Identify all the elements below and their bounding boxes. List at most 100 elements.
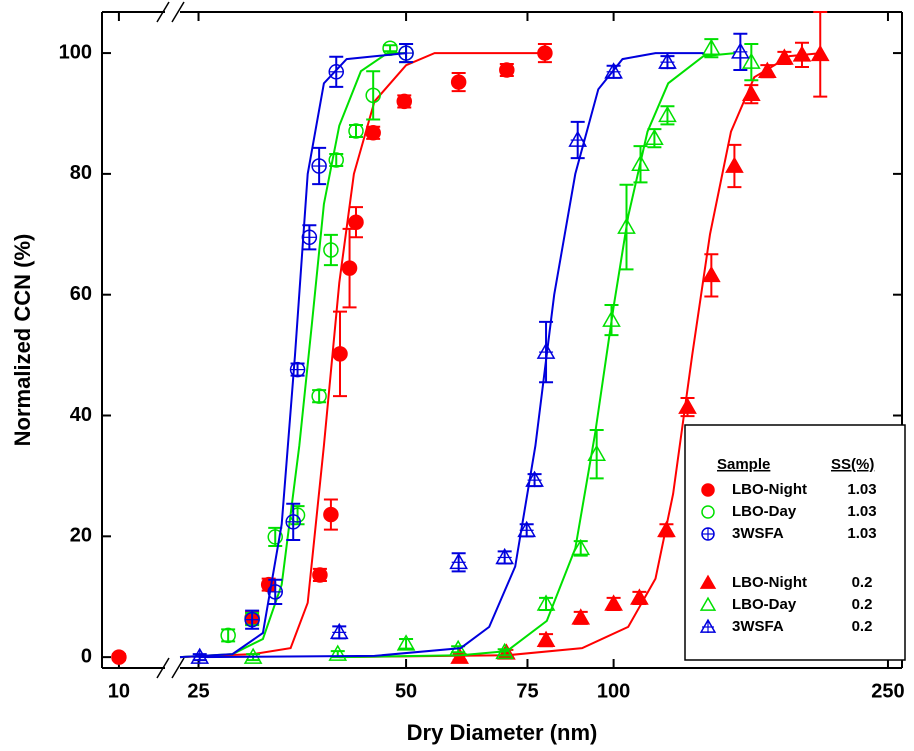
marker-shape (810, 44, 830, 62)
data-point (396, 634, 416, 651)
fit-line (179, 52, 407, 659)
data-point (757, 61, 777, 78)
error-bar (268, 526, 283, 547)
marker-shape (657, 520, 676, 538)
data-point (398, 45, 414, 61)
data-point (657, 520, 676, 538)
marker-shape (220, 627, 236, 644)
data-point (525, 470, 544, 488)
data-point (602, 310, 621, 327)
marker-shape (741, 52, 761, 69)
legend-label: LBO-Day (732, 596, 797, 613)
legend-ss: 0.2 (852, 574, 873, 591)
x-tick-label: 75 (516, 680, 538, 702)
legend-marker (701, 505, 715, 519)
data-point (741, 84, 761, 101)
marker-shape (571, 608, 591, 625)
data-point (365, 125, 381, 141)
data-point (604, 594, 623, 611)
data-point (348, 214, 364, 230)
data-point (725, 156, 744, 173)
marker-shape (365, 125, 381, 141)
y-tick-label: 100 (59, 41, 92, 63)
marker-shape (792, 45, 812, 62)
legend-marker (701, 527, 715, 541)
marker-shape (267, 529, 283, 545)
data-point (329, 622, 349, 640)
axis-break (156, 1, 170, 23)
data-point (328, 644, 348, 661)
marker-shape (536, 630, 556, 648)
axis-break (171, 657, 185, 679)
marker-shape (495, 642, 515, 660)
error-bar (323, 233, 338, 267)
legend-label: 3WSFA (732, 525, 784, 542)
data-point (495, 642, 515, 660)
data-point (658, 52, 677, 70)
marker-shape (699, 596, 717, 611)
data-point (571, 538, 591, 556)
marker-shape (702, 38, 721, 56)
y-tick-label: 80 (70, 162, 92, 184)
legend-label: 3WSFA (732, 618, 784, 635)
marker-shape (450, 74, 467, 90)
data-point (810, 44, 830, 62)
x-tick-label: 25 (187, 680, 209, 702)
data-point (332, 346, 348, 362)
y-tick-label: 60 (70, 283, 92, 305)
legend-ss: 0.2 (852, 618, 873, 635)
marker-shape (341, 260, 358, 276)
marker-shape (587, 444, 607, 461)
data-point (190, 647, 210, 665)
data-point (495, 547, 515, 565)
marker-shape (111, 649, 127, 665)
data-point (220, 627, 236, 644)
data-point (702, 265, 721, 283)
marker-shape (702, 265, 721, 283)
error-bar (633, 145, 648, 184)
fit-line (179, 52, 407, 659)
marker-shape (699, 574, 717, 589)
data-point (587, 444, 607, 461)
data-point (111, 649, 127, 665)
marker-shape (537, 45, 553, 61)
marker-shape (396, 634, 416, 651)
marker-shape (617, 217, 636, 234)
marker-shape (311, 388, 327, 404)
marker-shape (571, 538, 591, 556)
fit-line (198, 52, 704, 659)
error-bar (744, 43, 759, 82)
marker-shape (348, 214, 364, 230)
data-point (571, 608, 591, 625)
marker-shape (323, 242, 339, 258)
error-bar (589, 429, 604, 480)
error-bar (619, 183, 634, 271)
error-bar (497, 648, 512, 657)
error-bar (399, 638, 414, 650)
data-point (289, 361, 306, 378)
data-point (396, 93, 413, 110)
data-point (328, 64, 344, 80)
error-bar (383, 44, 398, 53)
legend-label: LBO-Night (732, 481, 807, 498)
legend-label: LBO-Day (732, 503, 797, 520)
data-point (348, 123, 364, 139)
marker-shape (312, 567, 328, 583)
marker-shape (323, 506, 339, 523)
error-bar (604, 303, 619, 337)
data-point (568, 130, 588, 148)
data-point (449, 552, 468, 570)
marker-shape (332, 346, 348, 362)
marker-shape (365, 87, 381, 104)
data-point (630, 588, 649, 605)
marker-shape (701, 505, 715, 519)
data-point (645, 128, 664, 146)
x-tick-label: 50 (395, 680, 417, 702)
data-point (285, 514, 301, 530)
marker-shape (645, 128, 664, 146)
data-point (702, 38, 721, 56)
x-tick-label: 100 (597, 680, 630, 702)
legend-marker (699, 596, 717, 611)
data-point (536, 594, 556, 611)
